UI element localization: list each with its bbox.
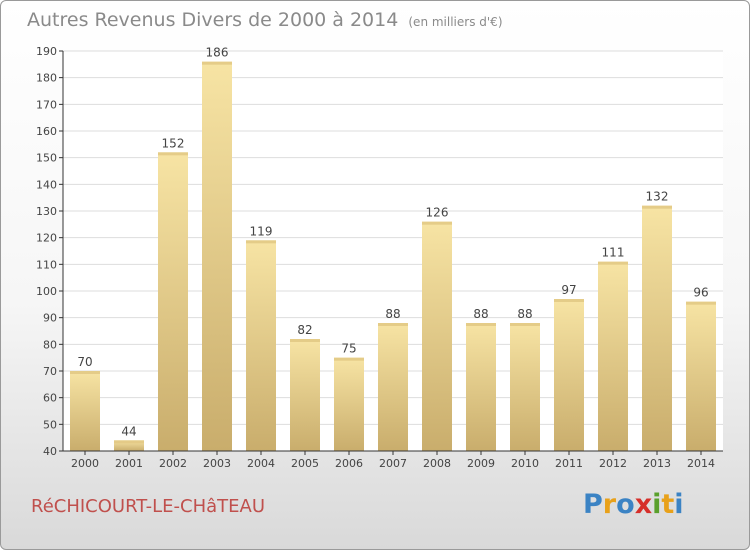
- logo-letter: i: [652, 489, 662, 520]
- chart-title: Autres Revenus Divers de 2000 à 2014 (en…: [27, 9, 503, 31]
- y-tick-label: 190: [36, 45, 57, 58]
- bar-value-label: 111: [602, 246, 625, 260]
- logo-letter: o: [616, 489, 635, 520]
- bar-value-label: 97: [561, 283, 576, 297]
- bar: [642, 205, 672, 451]
- x-tick-label: 2007: [379, 457, 407, 470]
- y-tick-label: 140: [36, 178, 57, 191]
- x-tick-label: 2004: [247, 457, 275, 470]
- bar-top-edge: [554, 299, 584, 302]
- logo-letter: r: [602, 489, 617, 520]
- bar: [114, 440, 144, 451]
- bar-value-label: 119: [250, 224, 273, 238]
- bar-value-label: 88: [473, 307, 488, 321]
- chart-title-unit: (en milliers d'€): [408, 15, 503, 29]
- logo-letter: i: [674, 489, 684, 520]
- chart-title-text: Autres Revenus Divers de 2000 à 2014: [27, 9, 399, 31]
- bar: [466, 323, 496, 451]
- x-tick-label: 2008: [423, 457, 451, 470]
- bar-top-edge: [686, 301, 716, 305]
- x-tick-label: 2005: [291, 457, 319, 470]
- bar-value-label: 75: [341, 342, 356, 356]
- bar-top-edge: [378, 323, 408, 326]
- bar: [158, 152, 188, 452]
- bar: [290, 339, 320, 451]
- bar: [334, 357, 364, 451]
- bar-value-label: 88: [385, 307, 400, 321]
- bar-value-label: 96: [693, 286, 708, 300]
- y-tick-label: 100: [36, 285, 57, 298]
- bar: [70, 371, 100, 451]
- x-tick-label: 2014: [687, 457, 715, 470]
- y-tick-label: 170: [36, 98, 57, 111]
- bar-top-edge: [334, 357, 364, 361]
- bar: [202, 61, 232, 452]
- bar-top-edge: [202, 61, 232, 65]
- bar: [686, 301, 716, 451]
- bar: [554, 299, 584, 451]
- bar-value-label: 70: [77, 355, 92, 369]
- x-tick-label: 2012: [599, 457, 627, 470]
- y-tick-label: 110: [36, 258, 57, 271]
- y-tick-label: 60: [43, 392, 57, 405]
- bar-top-edge: [466, 323, 496, 326]
- y-tick-label: 150: [36, 152, 57, 165]
- bar-top-edge: [642, 205, 672, 209]
- bar-top-edge: [598, 261, 628, 265]
- x-tick-label: 2006: [335, 457, 363, 470]
- x-tick-label: 2003: [203, 457, 231, 470]
- bar-top-edge: [158, 152, 188, 156]
- logo-letter: t: [661, 489, 675, 520]
- y-tick-label: 120: [36, 232, 57, 245]
- bar-value-label: 82: [297, 323, 312, 337]
- commune-name: RéCHICOURT-LE-CHâTEAU: [31, 496, 266, 517]
- x-tick-label: 2010: [511, 457, 539, 470]
- y-tick-label: 50: [43, 418, 57, 431]
- bar-value-label: 88: [517, 307, 532, 321]
- x-tick-label: 2002: [159, 457, 187, 470]
- bar: [246, 240, 276, 451]
- bar: [422, 221, 452, 451]
- bar-top-edge: [290, 339, 320, 342]
- bar-value-label: 132: [646, 190, 669, 204]
- proxiti-logo: Proxiti: [583, 489, 684, 520]
- bar: [510, 323, 540, 451]
- x-tick-label: 2001: [115, 457, 143, 470]
- y-tick-label: 90: [43, 312, 57, 325]
- bar-value-label: 186: [206, 46, 229, 60]
- y-tick-label: 160: [36, 125, 57, 138]
- bar-top-edge: [510, 323, 540, 326]
- logo-letter: P: [583, 489, 603, 520]
- y-tick-label: 40: [43, 445, 57, 458]
- bar: [378, 323, 408, 451]
- x-tick-label: 2011: [555, 457, 583, 470]
- bar-value-label: 152: [162, 136, 185, 150]
- bar-top-edge: [246, 240, 276, 244]
- bar-value-label: 44: [121, 424, 136, 438]
- y-tick-label: 130: [36, 205, 57, 218]
- y-tick-label: 180: [36, 72, 57, 85]
- bar: [598, 261, 628, 451]
- bar-value-label: 126: [426, 206, 449, 220]
- bar-top-edge: [114, 440, 144, 444]
- bar-top-edge: [70, 371, 100, 374]
- x-tick-label: 2013: [643, 457, 671, 470]
- y-tick-label: 70: [43, 365, 57, 378]
- x-tick-label: 2009: [467, 457, 495, 470]
- y-tick-label: 80: [43, 338, 57, 351]
- bar-top-edge: [422, 221, 452, 225]
- logo-letter: x: [634, 489, 653, 520]
- x-tick-label: 2000: [71, 457, 99, 470]
